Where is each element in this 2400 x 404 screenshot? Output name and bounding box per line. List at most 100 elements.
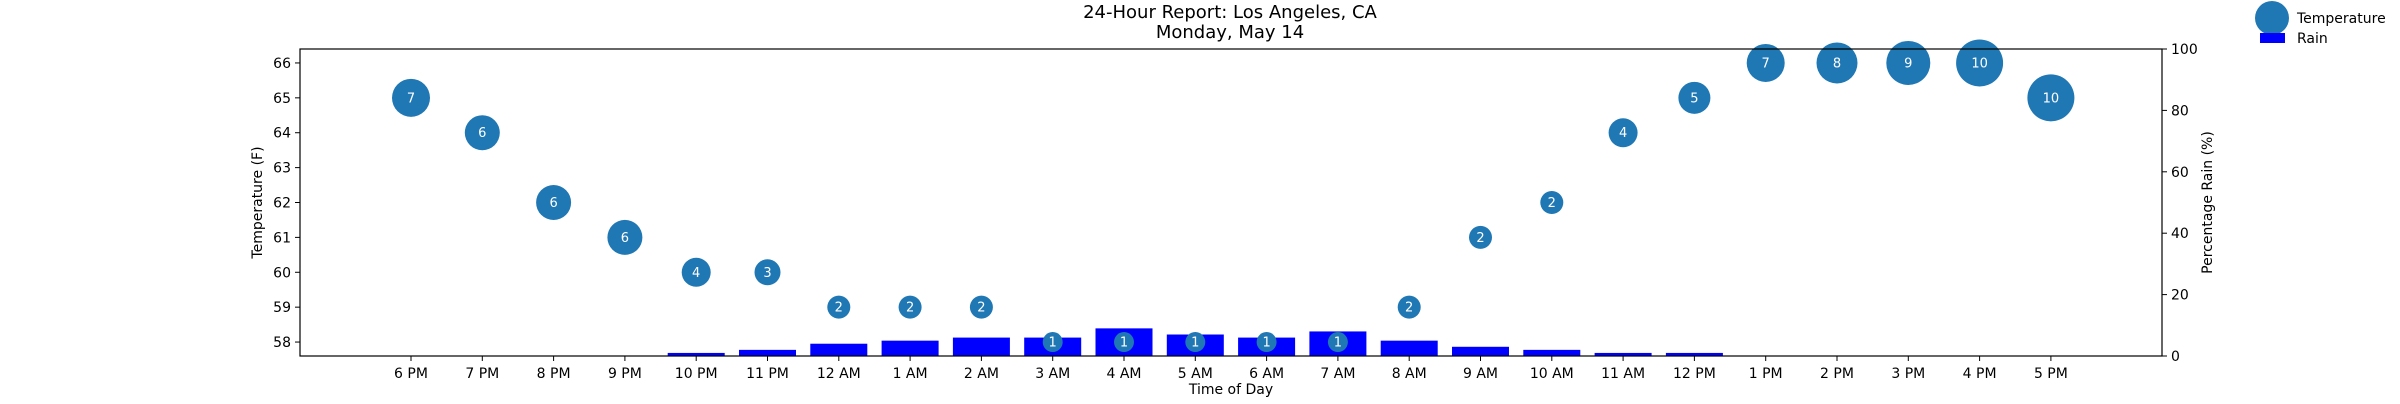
temperature-bubble (536, 185, 572, 220)
x-tick-label: 2 PM (1820, 366, 1854, 382)
x-tick-label: 10 PM (675, 366, 718, 382)
temperature-bubble (1397, 295, 1421, 319)
temperature-bubble (898, 295, 922, 319)
bubble-label: 4 (1619, 126, 1627, 141)
temperature-bubble (1256, 332, 1277, 353)
bubble-label: 6 (549, 196, 557, 211)
x-tick-label: 6 AM (1249, 366, 1284, 382)
bubble-label: 7 (1762, 56, 1770, 71)
rain-bar (1380, 340, 1438, 356)
bubble-label: 1 (1049, 336, 1057, 351)
bubble-label: 2 (1548, 196, 1556, 211)
temperature-bubble (1327, 332, 1348, 353)
y-tick-label-right: 60 (2171, 165, 2189, 181)
bubble-label: 1 (1334, 336, 1342, 351)
x-tick-label: 4 AM (1106, 366, 1141, 382)
y-tick-label-left: 63 (273, 161, 291, 177)
temperature-bubble (1608, 118, 1638, 148)
temperature-bubble (1746, 43, 1785, 82)
x-tick-label: 11 AM (1601, 366, 1645, 382)
x-tick-label: 5 AM (1178, 366, 1213, 382)
rain-bar (739, 349, 796, 356)
temperature-bubble (464, 115, 500, 151)
x-tick-label: 9 AM (1463, 366, 1498, 382)
rain-bar (952, 337, 1010, 356)
y-tick-label-left: 61 (273, 230, 291, 246)
bubble-label: 2 (977, 301, 985, 316)
temperature-bubble (1886, 40, 1931, 85)
temperature-bubble (1114, 332, 1134, 353)
x-tick-label: 10 AM (1530, 366, 1574, 382)
bubble-label: 6 (621, 231, 629, 246)
x-tick-label: 9 PM (608, 366, 642, 382)
y-tick-label-right: 20 (2171, 288, 2189, 304)
y-tick-label-left: 64 (273, 126, 291, 142)
x-tick-label: 4 PM (1963, 366, 1997, 382)
x-tick-label: 2 AM (964, 366, 999, 382)
temperature-bubble (1816, 42, 1858, 84)
temperature-bubble (1678, 81, 1711, 114)
y-axis-label-left: Temperature (F) (250, 146, 266, 259)
legend-temperature-marker (2255, 1, 2289, 35)
bubble-label: 2 (1476, 231, 1484, 246)
x-tick-label: 12 PM (1673, 366, 1716, 382)
legend-rain-marker (2260, 33, 2285, 43)
temperature-bubble (2027, 74, 2075, 122)
y-tick-label-left: 60 (273, 265, 291, 281)
temperature-bubble (969, 295, 993, 319)
y-tick-label-left: 66 (273, 56, 291, 72)
chart-subtitle: Monday, May 14 (1156, 22, 1304, 43)
rain-bar (881, 340, 939, 356)
bubble-label: 9 (1904, 56, 1912, 71)
bubble-label: 1 (1120, 336, 1128, 351)
x-tick-label: 8 AM (1392, 366, 1427, 382)
bubble-label: 2 (1405, 301, 1413, 316)
chart-title: 24-Hour Report: Los Angeles, CA (1083, 2, 1377, 23)
legend-rain-label: Rain (2297, 31, 2328, 47)
legend: Temperature Rain (2255, 1, 2386, 47)
temperature-bubble (1042, 332, 1063, 353)
y-tick-label-right: 80 (2171, 103, 2189, 119)
rain-bar (1594, 352, 1652, 356)
y-tick-label-right: 100 (2171, 42, 2198, 58)
rain-bar (1665, 352, 1723, 356)
bubble-label: 1 (1191, 336, 1199, 351)
legend-temperature-label: Temperature (2296, 11, 2386, 27)
temperature-bubble (827, 295, 851, 319)
bubble-label: 6 (478, 126, 486, 141)
x-tick-label: 11 PM (746, 366, 789, 382)
x-tick-label: 8 PM (537, 366, 571, 382)
temperature-bubble (754, 259, 781, 286)
bubble-label: 7 (407, 91, 415, 106)
bubble-label: 2 (835, 301, 843, 316)
x-tick-label: 3 PM (1891, 366, 1925, 382)
x-tick-label: 12 AM (817, 366, 861, 382)
temperature-bubble (607, 219, 643, 255)
x-tick-label: 3 AM (1035, 366, 1070, 382)
temperature-bubble (1956, 39, 2004, 87)
x-tick-label: 1 AM (893, 366, 928, 382)
y-tick-label-right: 40 (2171, 226, 2189, 242)
y-tick-label-left: 62 (273, 196, 291, 212)
bubble-label: 10 (2043, 91, 2060, 106)
temperature-bubble (1469, 225, 1492, 249)
y-tick-label-left: 65 (273, 91, 291, 107)
y-axis-label-right: Percentage Rain (%) (2200, 131, 2216, 274)
bubble-label: 3 (763, 266, 771, 281)
temperature-bubble (392, 78, 430, 117)
x-tick-label: 7 PM (465, 366, 499, 382)
bubble-label: 4 (692, 266, 700, 281)
axes: 6 PM 7 PM 8 PM 9 PM 10 PM 11 PM 12 AM 1 AM 2 AM 3… (273, 42, 2198, 382)
temperature-bubble (681, 257, 711, 287)
bubble-label: 2 (906, 301, 914, 316)
rain-bar (1452, 346, 1509, 356)
x-tick-label: 6 PM (394, 366, 428, 382)
temperature-bubble (1185, 332, 1206, 353)
y-tick-label-right: 0 (2171, 349, 2180, 365)
rain-bar (667, 352, 725, 356)
x-tick-label: 1 PM (1749, 366, 1783, 382)
bubble-label: 1 (1262, 336, 1270, 351)
bubble-label: 8 (1833, 56, 1841, 71)
temperature-bubbles: 7 6 6 6 4 3 2 2 2 1 1 1 1 1 2 2 2 4 5 7 8 9 10 10 (392, 39, 2075, 353)
